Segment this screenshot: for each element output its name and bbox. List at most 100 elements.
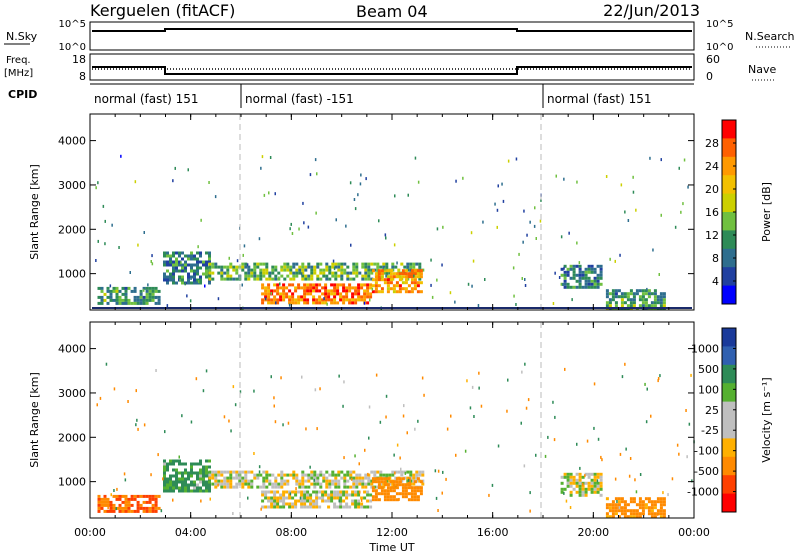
velocity-echo-cell [301, 485, 305, 489]
power-echo-cell [412, 265, 416, 269]
power-echo-cell [339, 292, 343, 296]
power-echo-cell [380, 275, 384, 279]
power-echo-cell [374, 272, 378, 276]
power-echo-cell [614, 295, 618, 299]
velocity-scatter-point [552, 400, 554, 404]
power-echo-cell [312, 283, 316, 287]
power-echo-cell [196, 263, 199, 267]
velocity-echo-cell [374, 495, 378, 499]
velocity-echo-cell [352, 470, 356, 474]
power-echo-cell [330, 298, 334, 302]
velocity-echo-cell [208, 470, 212, 474]
power-echo-cell [360, 283, 364, 287]
power-echo-cell [304, 277, 308, 281]
power-echo-cell [303, 295, 307, 299]
power-echo-cell [584, 279, 588, 283]
velocity-scatter-point [273, 404, 275, 408]
velocity-echo-cell [181, 474, 184, 478]
power-echo-cell [369, 295, 373, 299]
power-echo-cell [261, 298, 265, 302]
power-echo-cell [142, 286, 146, 290]
velocity-echo-cell [264, 505, 268, 509]
velocity-echo-cell [590, 478, 594, 482]
velocity-scatter-point [338, 374, 340, 378]
velocity-echo-cell [262, 485, 266, 489]
freq-series [92, 66, 692, 75]
velocity-scatter-point [544, 454, 547, 458]
power-echo-cell [202, 260, 205, 264]
velocity-echo-cell [363, 496, 367, 500]
velocity-scatter-point [396, 443, 399, 447]
power-scatter-point [172, 179, 174, 183]
power-scatter-point [345, 224, 347, 228]
power-echo-cell [395, 272, 399, 276]
velocity-echo-cell [321, 490, 325, 494]
power-echo-cell [154, 289, 158, 293]
power-echo-cell [306, 289, 310, 293]
velocity-echo-cell [211, 470, 215, 474]
power-echo-cell [638, 289, 642, 293]
power-echo-cell [605, 295, 609, 299]
power-echo-cell [232, 265, 236, 269]
velocity-echo-cell [330, 493, 334, 497]
power-scatter-point [302, 201, 304, 205]
power-echo-cell [115, 298, 119, 302]
velocity-echo-cell [286, 482, 290, 486]
power-echo-cell [145, 295, 149, 299]
power-echo-cell [121, 286, 125, 290]
velocity-echo-cell [130, 497, 134, 501]
velocity-scatter-point [309, 465, 311, 469]
velocity-echo-cell [629, 515, 633, 519]
power-scatter-point [430, 258, 432, 262]
power-echo-cell [401, 272, 405, 276]
power-echo-cell [380, 290, 384, 294]
power-echo-cell [355, 262, 359, 266]
power-echo-cell [172, 260, 175, 264]
velocity-scatter-point [258, 470, 261, 474]
power-echo-cell [333, 283, 337, 287]
power-echo-cell [563, 282, 567, 286]
velocity-echo-cell [345, 505, 349, 509]
power-echo-cell [370, 277, 374, 281]
power-echo-cell [205, 251, 208, 255]
power-echo-cell [333, 298, 337, 302]
power-echo-cell [563, 273, 567, 277]
velocity-echo-cell [391, 482, 395, 486]
power-echo-cell [276, 298, 280, 302]
power-echo-cell [223, 277, 227, 281]
power-echo-cell [584, 276, 588, 280]
power-echo-cell [253, 277, 257, 281]
velocity-echo-cell [358, 482, 362, 486]
power-echo-cell [617, 289, 621, 293]
velocity-scatter-point [634, 478, 636, 482]
velocity-echo-cell [217, 479, 221, 483]
power-echo-cell [304, 265, 308, 269]
velocity-echo-cell [291, 502, 295, 506]
velocity-echo-cell [270, 502, 274, 506]
velocity-echo-cell [560, 487, 564, 491]
velocity-echo-cell [578, 481, 582, 485]
velocity-echo-cell [205, 480, 208, 484]
velocity-echo-cell [226, 482, 230, 486]
power-echo-cell [253, 274, 257, 278]
velocity-echo-cell [404, 489, 408, 493]
power-echo-cell [377, 284, 381, 288]
velocity-echo-cell [208, 486, 211, 490]
velocity-echo-cell [187, 471, 190, 475]
power-echo-cell [355, 274, 359, 278]
velocity-echo-cell [659, 506, 663, 510]
velocity-colorbar-tick-label: 500 [698, 363, 719, 376]
power-scatter-point [609, 257, 611, 261]
velocity-echo-cell [294, 493, 298, 497]
power-echo-cell [328, 265, 332, 269]
power-echo-cell [342, 295, 346, 299]
power-scatter-point [652, 248, 654, 252]
power-echo-cell [303, 283, 307, 287]
x-tick-label: 20:00 [577, 526, 609, 539]
power-echo-cell [416, 275, 420, 279]
cpid-segment-label: normal (fast) 151 [94, 92, 198, 106]
velocity-scatter-point [364, 448, 366, 452]
power-echo-cell [294, 286, 298, 290]
power-echo-cell [264, 292, 268, 296]
velocity-echo-cell [369, 505, 373, 509]
